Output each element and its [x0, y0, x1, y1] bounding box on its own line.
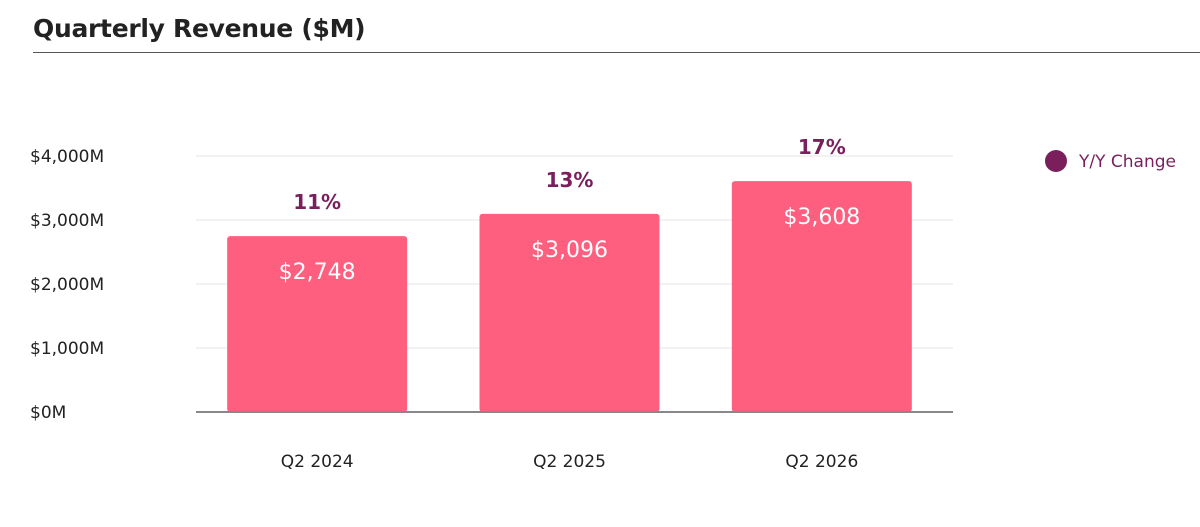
x-category-label: Q2 2025 [533, 452, 606, 472]
y-tick-label: $2,000M [30, 275, 104, 295]
bar [227, 236, 408, 412]
yoy-change-label: 13% [546, 168, 594, 192]
bar-value-label: $3,608 [783, 205, 860, 230]
title-divider [33, 52, 1200, 53]
chart-title: Quarterly Revenue ($M) [33, 14, 366, 43]
bar-value-label: $2,748 [279, 260, 356, 285]
x-category-label: Q2 2026 [785, 452, 858, 472]
yoy-change-label: 11% [293, 190, 341, 214]
y-tick-label: $3,000M [30, 211, 104, 231]
yoy-change-label: 17% [798, 135, 846, 159]
bar-value-label: $3,096 [531, 238, 608, 263]
y-tick-label: $0M [30, 403, 66, 423]
bar [731, 181, 912, 412]
legend-label: Y/Y Change [1078, 152, 1176, 172]
y-tick-label: $1,000M [30, 339, 104, 359]
x-category-label: Q2 2024 [281, 452, 354, 472]
bar [479, 213, 660, 412]
y-tick-label: $4,000M [30, 147, 104, 167]
legend-marker [1045, 150, 1067, 172]
